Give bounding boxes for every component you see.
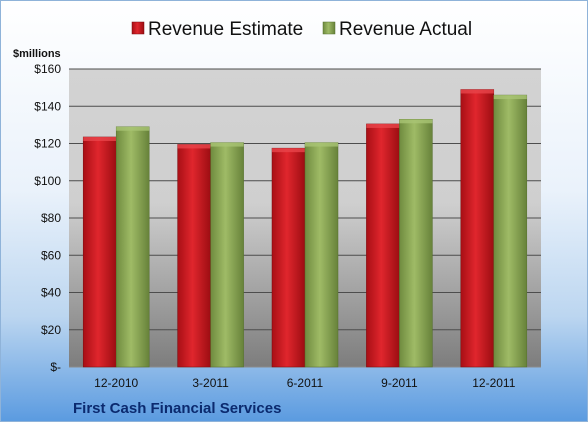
bar-cap-actual-9-2011 bbox=[399, 119, 433, 124]
y-tick-label: $120 bbox=[34, 137, 61, 151]
bars bbox=[82, 89, 528, 368]
legend-swatch-actual bbox=[322, 21, 336, 35]
y-axis-ticks: $- $20 $40 $60 $80 $100 $120 $140 $160 bbox=[34, 62, 61, 374]
y-tick-label: $40 bbox=[41, 286, 61, 300]
y-tick-label: $80 bbox=[41, 211, 61, 225]
legend: Revenue Estimate Revenue Actual bbox=[131, 19, 472, 40]
bar-actual-6-2011 bbox=[304, 142, 339, 368]
bar-estimate-6-2011 bbox=[271, 147, 306, 368]
x-tick-label: 9-2011 bbox=[381, 376, 418, 390]
bar-actual-3-2011 bbox=[210, 142, 244, 368]
legend-swatch-estimate bbox=[131, 21, 145, 35]
bar-cap-actual-6-2011 bbox=[305, 142, 338, 147]
bar-cap-actual-12-2011 bbox=[493, 95, 527, 100]
bar-cap-actual-3-2011 bbox=[210, 142, 244, 147]
legend-label-actual: Revenue Actual bbox=[339, 19, 472, 40]
bar-actual-12-2011 bbox=[493, 94, 528, 368]
y-axis-unit-label: $millions bbox=[13, 48, 61, 60]
y-tick-label: $- bbox=[50, 360, 61, 374]
bar-actual-12-2010 bbox=[115, 126, 150, 368]
bar-estimate-3-2011 bbox=[177, 144, 211, 368]
company-title: First Cash Financial Services bbox=[73, 400, 281, 417]
bar-estimate-9-2011 bbox=[366, 123, 400, 368]
y-tick-label: $100 bbox=[34, 174, 61, 188]
bar-estimate-12-2010 bbox=[82, 136, 117, 368]
bar-cap-estimate-6-2011 bbox=[272, 148, 305, 153]
y-tick-label: $160 bbox=[34, 62, 61, 76]
bar-actual-9-2011 bbox=[399, 119, 433, 368]
bar-cap-estimate-12-2010 bbox=[83, 136, 117, 141]
bar-cap-actual-12-2010 bbox=[116, 126, 150, 131]
bar-cap-estimate-12-2011 bbox=[460, 89, 494, 94]
x-tick-label: 6-2011 bbox=[287, 376, 324, 390]
bar-cap-estimate-3-2011 bbox=[177, 144, 211, 149]
y-tick-label: $140 bbox=[34, 99, 61, 113]
x-tick-label: 3-2011 bbox=[192, 376, 229, 390]
y-tick-label: $20 bbox=[41, 323, 61, 337]
bar-cap-estimate-9-2011 bbox=[366, 123, 400, 128]
x-tick-label: 12-2010 bbox=[94, 376, 138, 390]
y-tick-label: $60 bbox=[41, 248, 61, 262]
bar-estimate-12-2011 bbox=[460, 89, 495, 368]
x-tick-label: 12-2011 bbox=[472, 376, 515, 390]
legend-label-estimate: Revenue Estimate bbox=[148, 19, 303, 40]
x-axis-labels: 12-2010 3-2011 6-2011 9-2011 12-2011 bbox=[94, 376, 516, 390]
